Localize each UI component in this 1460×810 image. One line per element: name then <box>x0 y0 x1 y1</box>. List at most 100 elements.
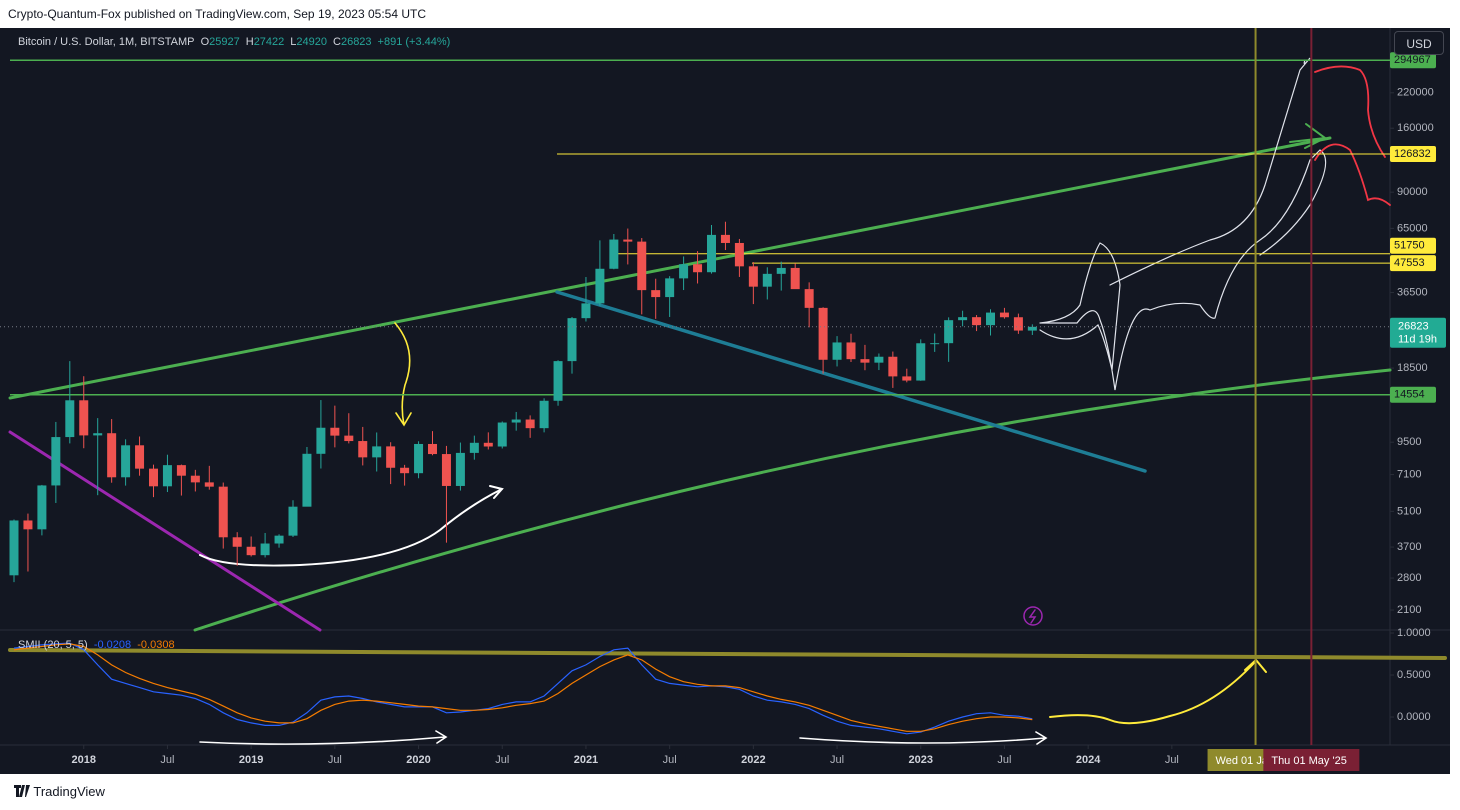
x-tick-label: Jul <box>160 754 174 766</box>
y-tick-label: 0.5000 <box>1397 669 1431 681</box>
level-label-bg <box>1390 237 1436 254</box>
candle-body <box>553 361 563 401</box>
y-tick-label: 36500 <box>1397 286 1428 298</box>
ohlc-letter: H <box>245 36 254 48</box>
candle-body <box>149 468 158 487</box>
candle-body <box>818 307 828 360</box>
candle-body <box>232 537 242 547</box>
x-tick-label: 2021 <box>574 754 598 766</box>
x-tick-label: 2018 <box>72 754 96 766</box>
y-tick-label: 2100 <box>1397 604 1421 616</box>
level-label-bg <box>1390 52 1436 69</box>
chart: 2100 2800 3700 5100 7100 9500 18500 36500 65000 9… <box>0 28 1450 771</box>
projection-sketch <box>1109 57 1311 286</box>
legend: Bitcoin / U.S. Dollar, 1M, BITSTAMP O259… <box>18 36 456 48</box>
candle-body <box>246 546 256 556</box>
candle-body <box>176 465 186 476</box>
ohlc-value: 24920 <box>296 36 327 48</box>
trend-line <box>555 290 1147 473</box>
marker-label: Thu 01 May '25 <box>1271 755 1346 767</box>
candle-body <box>302 453 312 507</box>
drawings <box>8 57 1447 745</box>
last-price-bg <box>1390 317 1446 348</box>
level-label-bg <box>1390 146 1436 163</box>
channel-upper <box>8 136 1332 400</box>
candle-body <box>804 289 814 308</box>
candle-body <box>497 422 507 447</box>
x-tick-label: 2024 <box>1076 754 1101 766</box>
candle-body <box>65 400 75 438</box>
change: +891 (+3.44%) <box>377 36 451 48</box>
projection-sketch <box>1039 149 1327 391</box>
candle-body <box>762 273 772 287</box>
indicator-line <box>13 643 1033 732</box>
candle-body <box>400 467 410 474</box>
y-tick-label: 160000 <box>1397 122 1434 134</box>
y-tick-label: 9500 <box>1397 436 1421 448</box>
candle-body <box>525 419 535 429</box>
candle-body <box>37 485 47 530</box>
y-tick-label: 65000 <box>1397 222 1428 234</box>
x-tick-label: Jul <box>997 754 1011 766</box>
footer-text: TradingView <box>33 784 105 799</box>
y-tick-label: 5100 <box>1397 505 1421 517</box>
ohlc-value: 27422 <box>253 36 285 48</box>
candle-body <box>218 486 228 538</box>
candle-body <box>790 267 800 290</box>
candle-body <box>902 376 912 381</box>
x-tick-label: 2023 <box>909 754 933 766</box>
candle-body <box>274 535 284 544</box>
candle-body <box>999 312 1009 318</box>
candle-body <box>776 267 786 274</box>
candle-body <box>79 400 89 436</box>
candle-body <box>707 234 716 273</box>
arrow <box>199 485 504 567</box>
candle-body <box>428 443 437 455</box>
candle-body <box>916 343 926 381</box>
candle-body <box>51 437 61 486</box>
level-label-bg <box>1390 386 1436 403</box>
marker-label-bg <box>1263 749 1360 771</box>
ohlc-value: 26823 <box>340 36 372 48</box>
y-tick-label: 1.0000 <box>1397 627 1431 639</box>
publisher-line: Crypto-Quantum-Fox published on TradingV… <box>8 7 427 21</box>
candle-body <box>1027 326 1037 331</box>
candle-body <box>23 520 33 530</box>
candle-body <box>121 445 131 478</box>
y-tick-label: 18500 <box>1397 362 1428 374</box>
candle-body <box>944 320 954 344</box>
x-tick-label: Jul <box>328 754 342 766</box>
candle-body <box>469 442 479 453</box>
event-icon[interactable] <box>1023 606 1043 626</box>
candle-body <box>972 317 982 326</box>
level-label: 294967 <box>1394 54 1431 66</box>
candle-body <box>1013 317 1023 331</box>
candle-body <box>874 356 884 363</box>
candle-body <box>386 446 396 468</box>
x-tick-label: Jul <box>830 754 844 766</box>
candle-body <box>888 356 898 377</box>
candle-body <box>93 433 103 436</box>
ohlc-letter: C <box>333 36 341 48</box>
x-tick-label: Jul <box>1165 754 1179 766</box>
candle-body <box>860 359 870 363</box>
candle-body <box>637 241 647 291</box>
candle-body <box>986 312 995 326</box>
candle-body <box>135 445 145 469</box>
projection-sketch <box>1314 65 1391 206</box>
ohlc-letter: L <box>290 36 297 48</box>
indicator-value: -0.0208 <box>93 639 132 651</box>
candle-body <box>316 427 326 454</box>
candle-body <box>748 266 758 287</box>
indicator-name: SMII (20, 5, 5) <box>18 639 88 651</box>
currency-button[interactable]: USD <box>1394 31 1444 55</box>
candle-body <box>846 342 856 360</box>
chart-frame: 2100 2800 3700 5100 7100 9500 18500 36500 65000 9… <box>0 28 1450 774</box>
candle-body <box>190 475 200 483</box>
candle-body <box>930 343 940 345</box>
y-tick-label: 0.0000 <box>1397 711 1431 723</box>
candle-body <box>832 342 842 360</box>
y-tick-label: 2800 <box>1397 572 1421 584</box>
candle-body <box>623 239 633 242</box>
